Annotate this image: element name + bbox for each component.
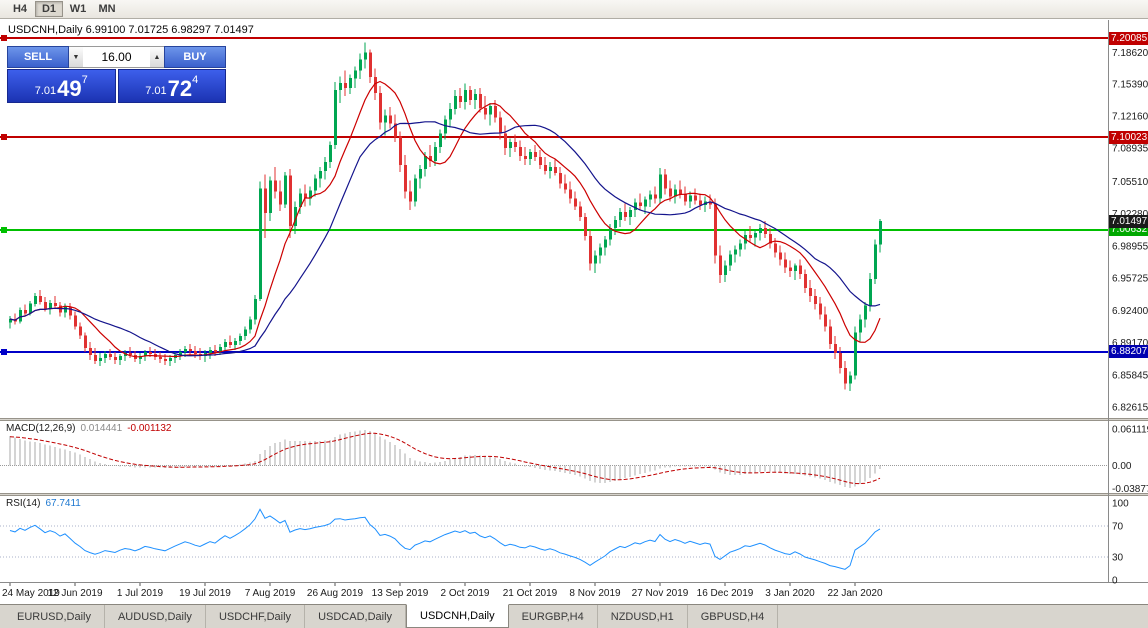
rsi-axis[interactable]: 100 70 30 0 xyxy=(1112,499,1129,587)
sell-price-big-digits: 49 xyxy=(57,76,82,101)
date-label: 26 Aug 2019 xyxy=(307,588,364,599)
buy-price-pip-digit: 4 xyxy=(192,74,199,86)
one-click-trading-panel: SELL ▼ 16.00 ▲ BUY 7.01 49 7 7.01 72 4 xyxy=(7,46,226,103)
price-axis-label: 6.98955 xyxy=(1112,242,1148,253)
macd-histogram xyxy=(9,430,881,488)
rsi-axis-label: 70 xyxy=(1112,522,1124,533)
date-label: 7 Aug 2019 xyxy=(245,588,296,599)
price-axis-label: 6.82615 xyxy=(1112,403,1148,414)
candles xyxy=(9,42,882,392)
sell-price-prefix: 7.01 xyxy=(34,85,57,97)
date-label: 3 Jan 2020 xyxy=(765,588,815,599)
rsi-axis-label: 0 xyxy=(1112,576,1118,587)
date-label: 13 Sep 2019 xyxy=(372,588,429,599)
date-label: 2 Oct 2019 xyxy=(441,588,490,599)
date-label: 12 Jun 2019 xyxy=(47,588,102,599)
macd-axis-label: 0.061119 xyxy=(1112,425,1148,436)
current-price-badge: 7.01497 xyxy=(1109,214,1148,228)
macd-indicator-label: MACD(12,26,9) 0.014441 -0.001132 xyxy=(6,423,171,434)
rsi-line xyxy=(9,508,881,570)
date-label: 24 May 2019 xyxy=(2,588,60,599)
price-axis-label: 7.08935 xyxy=(1112,143,1148,154)
macd-axis-label: 0.00 xyxy=(1112,461,1132,472)
macd-name: MACD(12,26,9) xyxy=(6,423,76,434)
date-label: 22 Jan 2020 xyxy=(827,588,882,599)
hline-handle xyxy=(1,134,7,140)
date-label: 21 Oct 2019 xyxy=(503,588,558,599)
macd-main-value: 0.014441 xyxy=(80,423,123,434)
date-label: 19 Jul 2019 xyxy=(179,588,231,599)
volume-input[interactable]: 16.00 xyxy=(83,46,150,68)
tab-gbpusd-h4[interactable]: GBPUSD,H4 xyxy=(688,605,779,628)
price-axis-label: 7.05510 xyxy=(1112,177,1148,188)
tab-audusd-daily[interactable]: AUDUSD,Daily xyxy=(105,605,206,628)
price-axis-label: 7.18620 xyxy=(1112,48,1148,59)
hline-handle xyxy=(1,349,7,355)
trade-panel-row-top: SELL ▼ 16.00 ▲ BUY xyxy=(7,46,226,68)
chart-tabs-bar: EURUSD,Daily AUDUSD,Daily USDCHF,Daily USDC… xyxy=(0,604,1148,628)
macd-axis[interactable]: 0.061119 0.00 -0.03877 xyxy=(1112,425,1148,496)
volume-decrease-icon[interactable]: ▼ xyxy=(69,46,83,68)
rsi-value: 67.7411 xyxy=(45,498,81,509)
rsi-name: RSI(14) xyxy=(6,498,41,509)
buy-price-button[interactable]: 7.01 72 4 xyxy=(117,69,226,103)
timeframe-button-w1[interactable]: W1 xyxy=(69,3,87,15)
price-badge-6.88207: 6.88207 xyxy=(1109,345,1148,359)
tab-usdchf-daily[interactable]: USDCHF,Daily xyxy=(206,605,306,628)
date-label: 16 Dec 2019 xyxy=(697,588,754,599)
price-axis-label: 7.15390 xyxy=(1112,80,1148,91)
sell-button[interactable]: SELL xyxy=(7,46,69,68)
price-axis-label: 6.95725 xyxy=(1112,273,1148,284)
timeframe-toolbar: H4 D1 W1 MN xyxy=(0,0,1148,19)
price-axis-label: 6.85845 xyxy=(1112,371,1148,382)
price-axis-label: 6.92400 xyxy=(1112,306,1148,317)
tab-eurusd-daily[interactable]: EURUSD,Daily xyxy=(4,605,105,628)
tab-nzdusd-h1[interactable]: NZDUSD,H1 xyxy=(598,605,688,628)
price-axis-label: 7.02280 xyxy=(1112,209,1148,220)
ma-fast-line[interactable] xyxy=(9,80,881,358)
rsi-axis-label: 100 xyxy=(1112,499,1129,510)
sell-price-button[interactable]: 7.01 49 7 xyxy=(7,69,116,103)
timeframe-button-h4[interactable]: H4 xyxy=(12,3,28,15)
tab-eurgbp-h4[interactable]: EURGBP,H4 xyxy=(509,605,598,628)
buy-price-big-digits: 72 xyxy=(167,76,193,101)
hline-handle xyxy=(1,227,7,233)
trade-panel-row-prices: 7.01 49 7 7.01 72 4 xyxy=(7,69,226,103)
date-label: 8 Nov 2019 xyxy=(569,588,621,599)
price-axis-label: 7.12160 xyxy=(1112,112,1148,123)
sell-price-pip-digit: 7 xyxy=(81,74,88,86)
rsi-axis-label: 30 xyxy=(1112,552,1124,563)
tab-usdcnh-daily[interactable]: USDCNH,Daily xyxy=(406,604,509,628)
price-axis[interactable]: 7.18620 7.15390 7.12160 7.08935 7.05510 7.022… xyxy=(1112,48,1148,414)
volume-increase-icon[interactable]: ▲ xyxy=(150,46,164,68)
macd-signal-value: -0.001132 xyxy=(127,423,172,434)
pane-splitter[interactable] xyxy=(0,493,1148,496)
buy-button[interactable]: BUY xyxy=(164,46,226,68)
timeframe-button-mn[interactable]: MN xyxy=(98,3,116,15)
chart-title: USDCNH,Daily 6.99100 7.01725 6.98297 7.0… xyxy=(8,24,254,36)
ma-slow-line[interactable] xyxy=(9,121,881,357)
pane-splitter[interactable] xyxy=(0,418,1148,421)
date-label: 1 Jul 2019 xyxy=(117,588,164,599)
tab-usdcad-daily[interactable]: USDCAD,Daily xyxy=(305,605,407,628)
macd-axis-label: -0.03877 xyxy=(1112,484,1148,495)
timeframe-button-d1[interactable]: D1 xyxy=(35,1,63,17)
macd-signal-line xyxy=(9,432,881,485)
price-axis-label: 6.89170 xyxy=(1112,338,1148,349)
hline-handle xyxy=(1,35,7,41)
price-badge-7.10023: 7.10023 xyxy=(1109,130,1148,144)
date-label: 27 Nov 2019 xyxy=(632,588,689,599)
price-badge-7.20085: 7.20085 xyxy=(1109,31,1148,45)
rsi-indicator-label: RSI(14) 67.7411 xyxy=(6,498,81,509)
buy-price-prefix: 7.01 xyxy=(145,85,167,97)
